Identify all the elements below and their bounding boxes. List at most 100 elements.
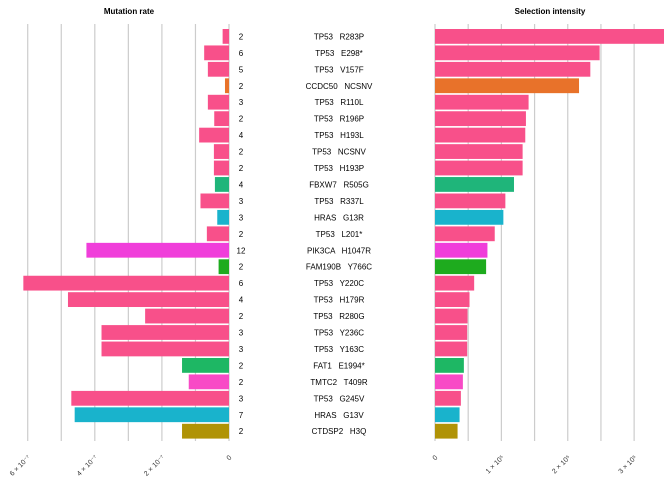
variant-name: Y766C [348, 263, 373, 272]
selection-intensity-tick-label: 3 × 10⁵ [618, 454, 639, 475]
selection-intensity-bar [435, 374, 463, 390]
mutation-label: HRAS G13V [314, 411, 364, 420]
sample-count: 7 [239, 411, 244, 420]
variant-name: L201* [341, 230, 362, 239]
selection-intensity-bar [435, 292, 470, 307]
gene-name: TP53 [314, 296, 334, 305]
mutation-rate-bar [145, 308, 229, 324]
selection-intensity-bar [435, 242, 488, 258]
mutation-rate-bar [188, 374, 229, 390]
selection-intensity-bar [435, 407, 460, 423]
variant-name: R280G [339, 312, 364, 321]
gene-name: TP53 [314, 329, 334, 338]
mutation-label: CTDSP2 H3Q [312, 427, 367, 436]
sample-count: 2 [239, 32, 244, 41]
gene-name: TP53 [314, 279, 334, 288]
selection-intensity-bar [435, 390, 461, 406]
sample-count: 2 [239, 427, 244, 436]
sample-count: 2 [239, 148, 244, 157]
sample-count: 4 [239, 131, 244, 140]
variant-name: Y163C [340, 345, 365, 354]
gene-name: TP53 [316, 230, 336, 239]
sample-count: 2 [239, 378, 244, 387]
gene-name: FAT1 [313, 361, 332, 370]
variant-name: R196P [340, 115, 364, 124]
variant-name: R110L [340, 98, 364, 107]
mutation-rate-bar [218, 259, 229, 275]
mutation-rate-bar [224, 78, 229, 94]
mutation-rate-bar [101, 325, 229, 340]
mutation-rate-bar [101, 341, 229, 357]
mutation-label: TP53 R196P [314, 115, 364, 124]
variant-name: E1994* [338, 361, 364, 370]
sample-count: 2 [239, 361, 244, 370]
mutation-label: TP53 R337L [314, 197, 364, 206]
sample-count: 3 [239, 98, 244, 107]
mutation-label: PIK3CA H1047R [307, 246, 371, 255]
variant-name: H193L [340, 131, 364, 140]
mutation-rate-bar [213, 160, 229, 176]
sample-count: 6 [239, 279, 244, 288]
mutation-label: TP53 E298* [315, 49, 363, 58]
selection-intensity-bar [435, 193, 506, 209]
mutation-rate-axis-ticks: 6 × 10⁻⁷ 4 × 10⁻⁷ 2 × 10⁻⁷ 0 [9, 454, 234, 478]
gene-name: TP53 [314, 197, 334, 206]
mutation-label: TP53 Y220C [314, 279, 364, 288]
mutation-label: CCDC50 NCSNV [306, 82, 373, 91]
variant-name: G13V [343, 411, 364, 420]
mutation-rate-tick-label: 2 × 10⁻⁷ [143, 454, 167, 478]
sample-count-labels: 2 6 5 2 3 2 4 2 2 4 3 3 2 12 2 6 4 2 3 3 2 2 3 7 2 [237, 32, 246, 436]
mutation-rate-bar [182, 358, 229, 373]
sample-count: 3 [239, 329, 244, 338]
mutation-label: TP53 R110L [315, 98, 364, 107]
selection-intensity-title: Selection intensity [515, 7, 586, 16]
gene-name: TP53 [314, 131, 334, 140]
mutation-rate-bar [207, 94, 229, 110]
sample-count: 12 [237, 246, 246, 255]
variant-name: NCSNV [344, 82, 373, 91]
selection-intensity-bar [435, 61, 591, 77]
gene-name: HRAS [314, 213, 336, 222]
gene-name: CCDC50 [306, 82, 339, 91]
gene-name: PIK3CA [307, 246, 336, 255]
variant-name: H3Q [350, 427, 366, 436]
mutation-label: TP53 Y236C [314, 329, 364, 338]
mutation-rate-title: Mutation rate [104, 7, 155, 16]
mutation-label: FBXW7 R505G [309, 180, 369, 189]
mutation-rate-bar [23, 275, 229, 291]
mutation-rate-bar [214, 177, 229, 192]
variant-name: Y220C [340, 279, 365, 288]
selection-intensity-bar [435, 45, 600, 61]
sample-count: 5 [239, 65, 244, 74]
sample-count: 2 [239, 230, 244, 239]
gene-name: FBXW7 [309, 180, 337, 189]
selection-intensity-bar [435, 358, 464, 373]
sample-count: 4 [239, 180, 244, 189]
gene-name: TP53 [315, 49, 335, 58]
mutation-rate-bar [74, 407, 229, 423]
mutation-label: TP53 H193P [314, 164, 364, 173]
sample-count: 2 [239, 263, 244, 272]
variant-name: H193P [340, 164, 364, 173]
mutation-rate-tick-label: 4 × 10⁻⁷ [76, 454, 100, 478]
gene-name: HRAS [314, 411, 336, 420]
selection-intensity-bar [435, 275, 475, 291]
gene-name: TP53 [313, 312, 333, 321]
selection-intensity-bar [435, 325, 468, 340]
selection-intensity-bar [435, 308, 468, 324]
mutation-rate-tick-label: 0 [226, 454, 234, 462]
selection-intensity-bar [435, 341, 468, 357]
sample-count: 2 [239, 312, 244, 321]
variant-name: G245V [339, 394, 365, 403]
variant-name: R337L [340, 197, 364, 206]
mutation-rate-bar [217, 209, 229, 225]
selection-intensity-bar [435, 78, 580, 94]
mutation-label: HRAS G13R [314, 213, 364, 222]
mutation-rate-bar [207, 61, 229, 77]
mutation-label: TP53 R280G [313, 312, 364, 321]
variant-name: H1047R [342, 246, 372, 255]
selection-intensity-tick-label: 1 × 10⁵ [485, 454, 506, 475]
selection-intensity-tick-label: 2 × 10⁵ [551, 454, 572, 475]
sample-count: 3 [239, 197, 244, 206]
